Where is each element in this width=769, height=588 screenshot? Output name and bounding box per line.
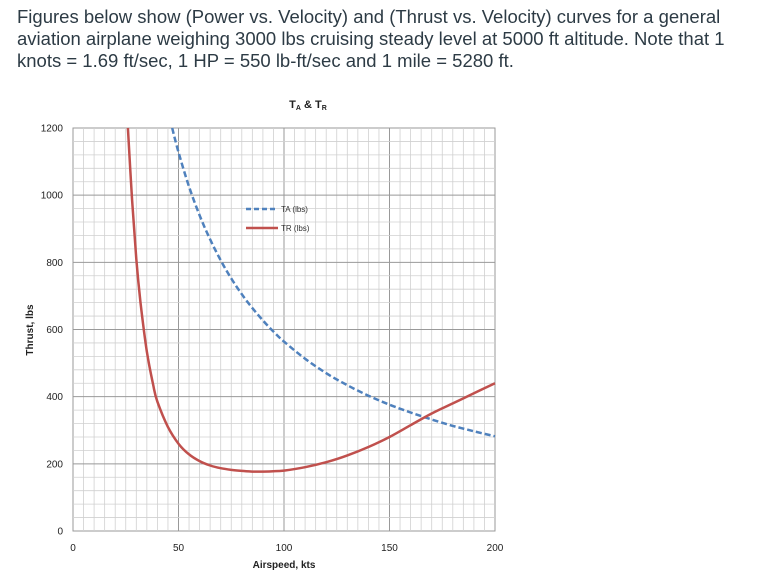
chart-title-mid: & T bbox=[301, 99, 322, 111]
x-tick-labels: 0 50 100 150 200 bbox=[70, 543, 504, 554]
y-tick-labels: 0 200 400 600 800 1000 1200 bbox=[41, 124, 64, 538]
legend-label-tr: TR (lbs) bbox=[281, 224, 310, 233]
y-tick-label: 200 bbox=[46, 459, 63, 470]
x-tick-label: 0 bbox=[70, 543, 76, 554]
x-tick-label: 200 bbox=[487, 543, 504, 554]
x-tick-label: 150 bbox=[381, 543, 398, 554]
y-tick-label: 1200 bbox=[41, 124, 64, 135]
series-lines bbox=[126, 127, 496, 473]
chart-title: TA & TR bbox=[289, 99, 327, 112]
y-tick-label: 800 bbox=[46, 258, 63, 269]
series-line-ta bbox=[170, 127, 496, 438]
chart-title-sub-a: A bbox=[296, 105, 301, 112]
y-axis-title: Thrust, lbs bbox=[25, 304, 36, 356]
y-tick-label: 0 bbox=[57, 527, 63, 538]
legend-label-ta: TA (lbs) bbox=[281, 205, 308, 214]
series-line-tr bbox=[126, 127, 496, 473]
y-tick-label: 400 bbox=[46, 392, 63, 403]
legend: TA (lbs) TR (lbs) bbox=[246, 205, 310, 233]
y-tick-label: 1000 bbox=[41, 191, 64, 202]
x-tick-label: 100 bbox=[276, 543, 293, 554]
chart-title-sub-r: R bbox=[322, 105, 327, 112]
y-tick-label: 600 bbox=[46, 325, 63, 336]
x-tick-label: 50 bbox=[173, 543, 185, 554]
x-axis-title: Airspeed, kts bbox=[253, 560, 316, 571]
chart-title-t: T bbox=[289, 99, 296, 111]
question-text: Figures below show (Power vs. Velocity) … bbox=[17, 6, 725, 71]
